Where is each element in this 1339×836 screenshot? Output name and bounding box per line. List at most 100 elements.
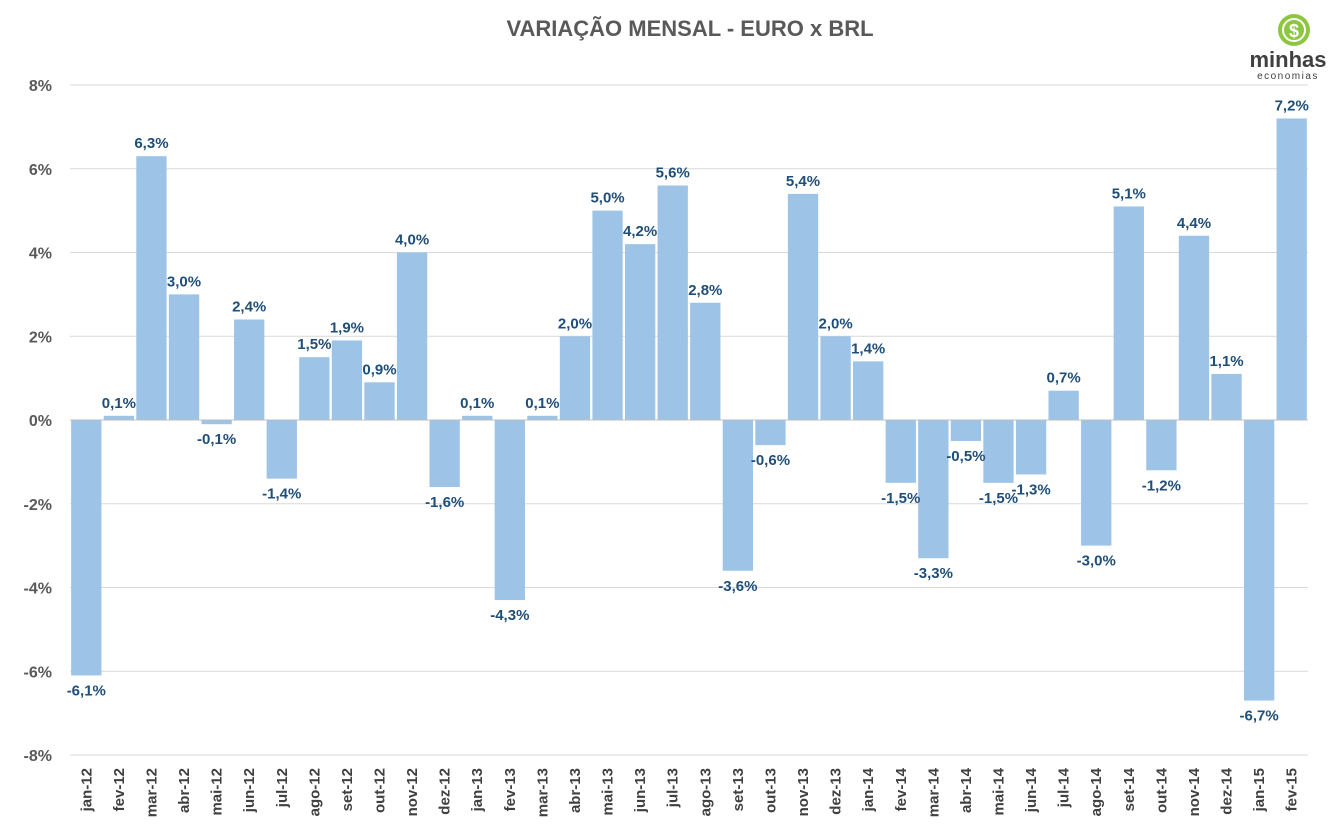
- x-tick-label: out-13: [762, 768, 779, 813]
- bar: [1243, 420, 1275, 701]
- bars: [71, 118, 1307, 701]
- bar: [1015, 420, 1047, 475]
- x-tick-label: fev-15: [1284, 768, 1301, 811]
- data-label: -0,1%: [197, 431, 236, 448]
- x-tick-label: nov-14: [1186, 767, 1203, 816]
- y-tick-label: -2%: [24, 497, 52, 514]
- y-tick-label: -6%: [24, 664, 52, 681]
- y-tick-label: -4%: [24, 581, 52, 598]
- bar: [1178, 235, 1210, 420]
- bar: [722, 420, 754, 571]
- data-label: 7,2%: [1275, 98, 1309, 115]
- data-label: -1,5%: [881, 490, 920, 507]
- x-tick-label: jul-14: [1056, 767, 1073, 808]
- data-label: -6,7%: [1240, 708, 1279, 725]
- logo-subtitle: economias: [1257, 71, 1319, 82]
- x-axis: jan-12 fev-12 mar-12 abr-12 mai-12 jun-12 jul-…: [70, 419, 1308, 817]
- bar: [950, 420, 982, 441]
- bar: [527, 415, 558, 420]
- x-tick-label: out-14: [1153, 767, 1170, 813]
- data-label: 1,5%: [297, 336, 331, 353]
- logo-coin-ring: [1282, 18, 1306, 42]
- data-label: -3,0%: [1077, 553, 1116, 570]
- bar: [494, 420, 525, 601]
- bar: [755, 420, 786, 446]
- bar: [1113, 206, 1144, 420]
- data-label: 0,9%: [362, 361, 396, 378]
- data-label: 0,7%: [1047, 370, 1081, 387]
- x-tick-label: mar-13: [534, 768, 551, 817]
- bar: [136, 156, 167, 420]
- logo-symbol: $: [1289, 21, 1299, 41]
- data-label: 1,1%: [1209, 353, 1243, 370]
- data-label: 0,1%: [102, 395, 136, 412]
- bar: [1211, 373, 1242, 420]
- x-tick-label: ago-14: [1088, 767, 1105, 816]
- bar: [462, 415, 493, 420]
- bar: [787, 193, 819, 420]
- bar: [1048, 390, 1079, 420]
- data-label: -1,4%: [262, 486, 301, 503]
- data-label: -1,3%: [1011, 481, 1050, 498]
- data-label: 5,1%: [1112, 185, 1146, 202]
- x-tick-label: jun-14: [1023, 767, 1040, 813]
- x-tick-label: jan-15: [1251, 768, 1268, 812]
- x-tick-label: abr-13: [567, 768, 584, 813]
- bar: [657, 185, 688, 420]
- y-tick-label: -8%: [24, 748, 52, 765]
- data-label: -6,1%: [67, 682, 106, 699]
- bar: [1146, 420, 1177, 471]
- y-axis: 8% 6% 4% 2% 0% -2% -4% -6% -8%: [24, 78, 52, 765]
- bar: [820, 336, 851, 420]
- data-label: 2,0%: [558, 315, 592, 332]
- data-label: -3,6%: [718, 578, 757, 595]
- bar: [885, 420, 916, 483]
- x-tick-label: fev-12: [111, 768, 128, 811]
- data-label: -4,3%: [490, 607, 529, 624]
- data-label: 1,4%: [851, 340, 885, 357]
- logo-name: minhas: [1249, 47, 1326, 72]
- y-tick-label: 6%: [29, 162, 52, 179]
- bar: [592, 210, 623, 420]
- chart-title: VARIAÇÃO MENSAL - EURO x BRL: [506, 16, 873, 41]
- x-tick-label: mar-14: [925, 767, 942, 817]
- x-tick-label: fev-14: [893, 767, 910, 811]
- x-tick-label: mai-12: [209, 768, 226, 816]
- data-label: -3,3%: [914, 565, 953, 582]
- x-tick-label: jul-12: [274, 768, 291, 808]
- x-tick-label: nov-12: [404, 768, 421, 816]
- x-tick-label: jan-12: [78, 768, 95, 812]
- data-label: 3,0%: [167, 273, 201, 290]
- bar: [918, 420, 949, 559]
- x-tick-label: mar-12: [143, 768, 160, 817]
- x-tick-label: dez-12: [437, 768, 454, 815]
- data-label: 4,0%: [395, 232, 429, 249]
- y-tick-label: 8%: [29, 78, 52, 95]
- data-label: 6,3%: [134, 135, 168, 152]
- bar: [624, 244, 656, 420]
- x-tick-label: dez-13: [828, 768, 845, 815]
- bar: [364, 382, 395, 420]
- data-label: -1,5%: [979, 490, 1018, 507]
- bar: [234, 319, 265, 420]
- x-tick-label: nov-13: [795, 768, 812, 816]
- bar: [983, 420, 1014, 483]
- x-tick-label: set-13: [730, 768, 747, 811]
- x-tick-label: jun-12: [241, 768, 258, 813]
- data-label: 5,0%: [590, 190, 624, 207]
- bar: [331, 340, 363, 420]
- x-tick-label: jan-14: [860, 767, 877, 812]
- data-label: 4,2%: [623, 223, 657, 240]
- bar: [103, 415, 135, 420]
- x-tick-label: fev-13: [502, 768, 519, 811]
- data-label: 2,8%: [688, 282, 722, 299]
- data-label: -1,6%: [425, 494, 464, 511]
- x-tick-label: set-12: [339, 768, 356, 811]
- bar: [71, 420, 102, 676]
- bar: [1081, 420, 1112, 546]
- data-label: 2,0%: [819, 315, 853, 332]
- bar: [429, 420, 460, 487]
- x-tick-label: abr-12: [176, 768, 193, 813]
- bar: [266, 420, 297, 479]
